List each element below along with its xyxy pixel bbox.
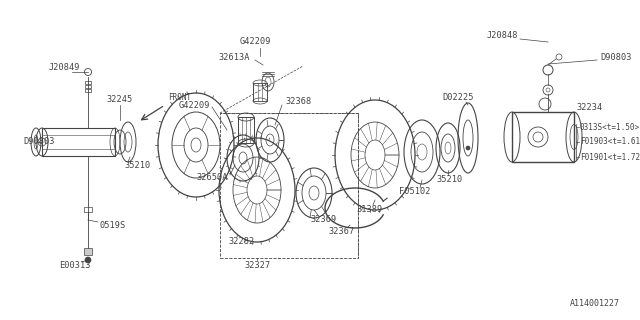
Text: 32650A: 32650A xyxy=(196,173,228,182)
Text: D90803: D90803 xyxy=(23,138,54,147)
Text: 32613A: 32613A xyxy=(218,53,250,62)
Text: 32368: 32368 xyxy=(285,98,311,107)
Bar xyxy=(85,89,91,92)
Text: 35210: 35210 xyxy=(437,175,463,185)
Bar xyxy=(238,117,254,143)
Text: F05102: F05102 xyxy=(399,188,431,196)
Text: J20848: J20848 xyxy=(486,31,518,41)
Bar xyxy=(84,207,92,212)
Text: G42209: G42209 xyxy=(239,37,271,46)
Text: 31389: 31389 xyxy=(357,205,383,214)
Text: 32367: 32367 xyxy=(329,228,355,236)
Text: J20849: J20849 xyxy=(48,63,80,73)
Bar xyxy=(85,81,91,84)
Bar xyxy=(512,112,574,162)
Text: D90803: D90803 xyxy=(600,53,632,62)
Bar xyxy=(253,83,267,101)
Bar xyxy=(85,85,91,88)
Text: F01901<t=1.72>: F01901<t=1.72> xyxy=(580,153,640,162)
Text: 32234: 32234 xyxy=(576,103,602,113)
Text: 32245: 32245 xyxy=(107,95,133,105)
Circle shape xyxy=(466,146,470,150)
Bar xyxy=(220,113,358,258)
Text: FRONT: FRONT xyxy=(168,93,191,102)
Text: 32369: 32369 xyxy=(311,215,337,225)
Text: D02225: D02225 xyxy=(442,93,474,102)
Text: 32282: 32282 xyxy=(229,237,255,246)
Text: E00313: E00313 xyxy=(60,260,91,269)
Bar xyxy=(42,128,115,156)
Text: 35210: 35210 xyxy=(125,161,151,170)
Bar xyxy=(84,248,92,255)
Text: 32327: 32327 xyxy=(245,260,271,269)
Text: 0519S: 0519S xyxy=(100,220,126,229)
Text: G42209: G42209 xyxy=(179,100,210,109)
Circle shape xyxy=(85,257,91,263)
Text: A114001227: A114001227 xyxy=(570,299,620,308)
Text: 0313S<t=1.50>: 0313S<t=1.50> xyxy=(580,123,640,132)
Text: F01903<t=1.61>: F01903<t=1.61> xyxy=(580,138,640,147)
